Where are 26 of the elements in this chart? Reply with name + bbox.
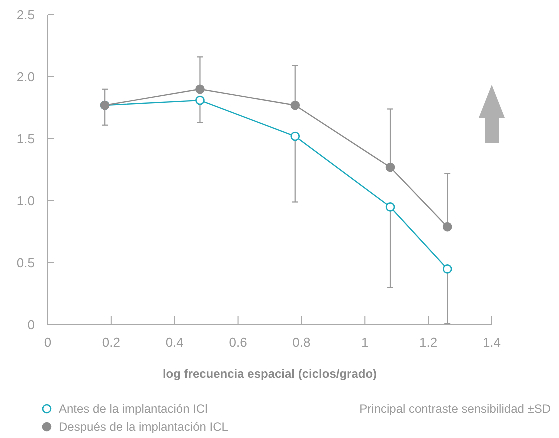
x-tick-label: 1.2: [420, 335, 438, 350]
point: [386, 202, 396, 212]
y-tick-label: 0.5: [16, 256, 35, 271]
point: [386, 162, 396, 172]
point: [290, 100, 300, 110]
point: [196, 96, 205, 106]
x-tick-label: 0.4: [166, 335, 184, 350]
x-tick-label: 0.8: [292, 335, 311, 350]
x-tick-label: 1.4: [482, 335, 502, 350]
y-tick-label: 2.5: [16, 8, 35, 23]
point: [442, 222, 452, 232]
x-tick-label: 1: [362, 335, 369, 350]
x-axis-title: log frecuencia espacial (ciclos/grado): [162, 367, 378, 381]
text: Principal contraste sensibilidad ±SD: [360, 402, 552, 416]
legend-label: Después de la implantación ICL: [59, 420, 229, 434]
point: [196, 84, 205, 94]
y-tick-label: 1.5: [16, 132, 35, 147]
x-tick-label: 0.6: [229, 335, 248, 350]
point: [290, 132, 300, 142]
legend-label: Antes de la implantación ICl: [59, 402, 208, 416]
y-tick-label: 1.0: [16, 194, 35, 209]
y-tick-label: 0: [28, 318, 35, 333]
x-tick-label: 0.2: [102, 335, 120, 350]
y-tick-label: 2.0: [16, 70, 35, 85]
point: [442, 264, 452, 274]
x-tick-label: 0: [44, 335, 52, 350]
